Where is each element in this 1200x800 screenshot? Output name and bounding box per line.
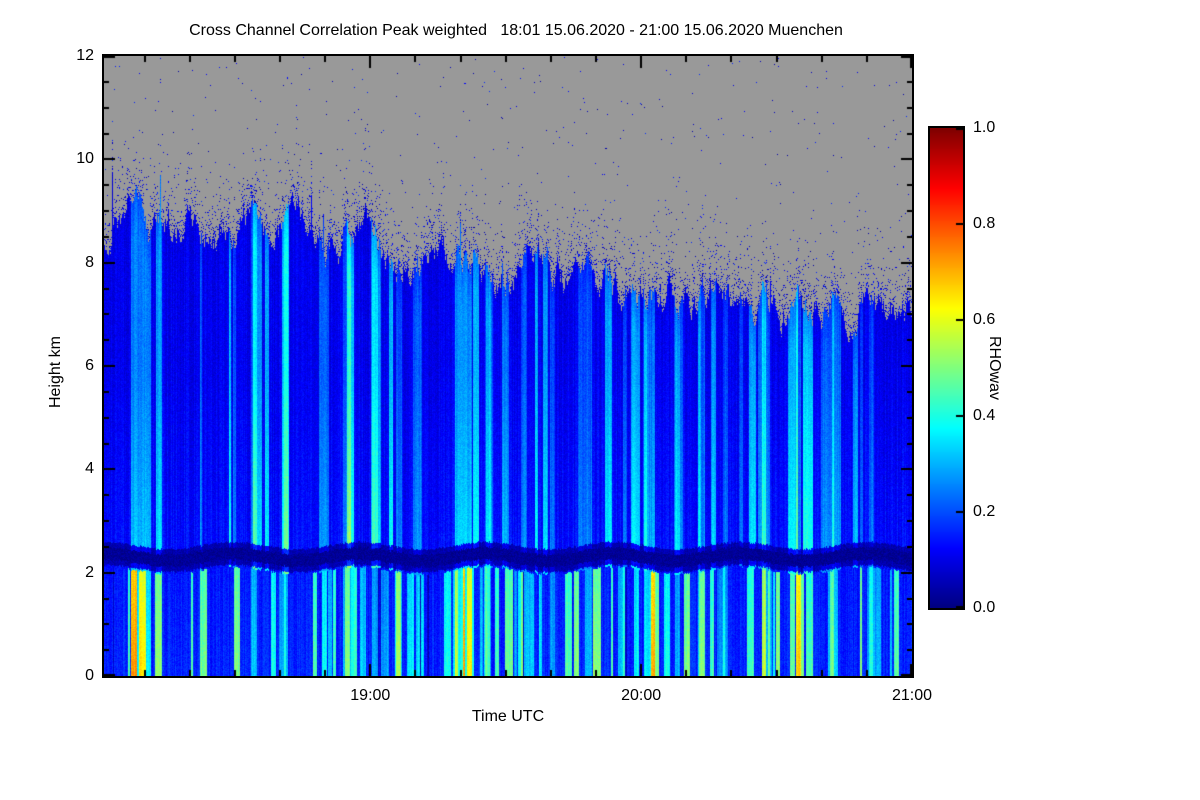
y-tick-label: 4 bbox=[85, 460, 94, 478]
colorbar-tick-label: 0.6 bbox=[973, 311, 996, 328]
colorbar-canvas bbox=[930, 128, 963, 608]
y-tick-label: 0 bbox=[85, 667, 94, 684]
y-tick-label: 2 bbox=[85, 563, 94, 581]
colorbar-tick-label: 0.2 bbox=[973, 503, 996, 520]
heatmap-canvas bbox=[104, 56, 912, 676]
plot-area bbox=[102, 54, 914, 678]
y-tick-label: 6 bbox=[85, 357, 94, 374]
colorbar-tick-label: 1.0 bbox=[973, 119, 996, 136]
colorbar-tick-label: 0.0 bbox=[973, 599, 996, 616]
x-axis-label: Time UTC bbox=[471, 708, 545, 725]
colorbar-label: RHOwav bbox=[986, 335, 1003, 401]
y-tick-label: 12 bbox=[76, 47, 94, 64]
colorbar-tick-label: 0.8 bbox=[973, 215, 996, 232]
x-tick-label: 20:00 bbox=[621, 687, 662, 704]
colorbar-tick-label: 0.4 bbox=[973, 407, 996, 424]
colorbar bbox=[928, 126, 965, 610]
y-tick-label: 8 bbox=[85, 253, 94, 271]
x-tick-label: 21:00 bbox=[891, 687, 933, 704]
plot-title: Cross Channel Correlation Peak weighted … bbox=[189, 22, 843, 39]
x-tick-label: 19:00 bbox=[350, 687, 391, 704]
y-tick-label: 10 bbox=[76, 150, 94, 168]
